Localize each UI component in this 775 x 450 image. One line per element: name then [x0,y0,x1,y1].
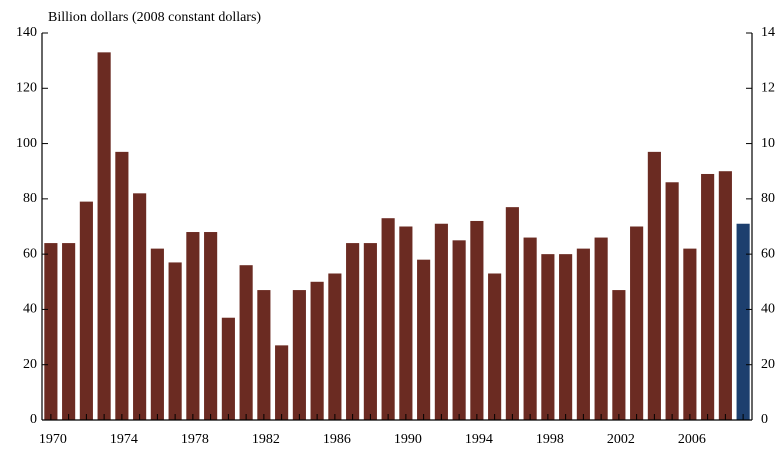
x-tick-label: 1986 [323,432,351,447]
x-tick-label: 2006 [678,432,706,447]
bar [470,220,484,420]
bar [523,237,537,420]
bar [576,248,590,420]
bar [79,201,93,420]
bar [452,240,466,420]
y-tick-label: 120 [16,81,37,96]
bar [346,243,360,420]
bar [594,237,608,420]
y-tick-label-right: 20 [761,357,775,372]
x-tick-label: 1974 [110,432,138,447]
y-tick-label: 80 [23,191,37,206]
bar [115,151,129,420]
bar [417,259,431,420]
bar [505,207,519,420]
bar [559,254,573,420]
bar [186,232,200,420]
x-tick-label: 1998 [536,432,564,447]
bar [399,226,413,420]
bar [292,290,306,420]
bar [701,173,715,420]
bar [434,223,448,420]
bar [541,254,555,420]
bar [44,243,58,420]
y-tick-label-right: 80 [761,191,775,206]
bar [363,243,377,420]
y-tick-label-right: 0 [761,412,768,427]
bar [683,248,697,420]
bar [736,223,750,420]
bar [328,273,342,420]
bar [310,281,324,420]
bar [97,52,111,420]
x-tick-label: 2002 [607,432,635,447]
y-tick-label-right: 140 [761,25,775,40]
bar [488,273,502,420]
bar [239,265,253,420]
bar [665,182,679,420]
y-tick-label: 20 [23,357,37,372]
bar [62,243,76,420]
y-tick-label: 40 [23,302,37,317]
y-tick-label: 100 [16,136,37,151]
bar [168,262,182,420]
y-tick-label: 60 [23,246,37,261]
y-tick-label-right: 120 [761,81,775,96]
y-tick-label-right: 60 [761,246,775,261]
x-tick-label: 1990 [394,432,422,447]
x-tick-label: 1970 [39,432,67,447]
bar [612,290,626,420]
y-tick-label: 0 [30,412,37,427]
x-tick-label: 1978 [181,432,209,447]
bar [381,218,395,420]
bar [647,151,661,420]
bar [630,226,644,420]
y-tick-label-right: 40 [761,302,775,317]
y-axis-label: Billion dollars (2008 constant dollars) [48,10,261,25]
bar [718,171,732,420]
y-tick-label-right: 100 [761,136,775,151]
x-tick-label: 1982 [252,432,280,447]
bar [221,317,235,420]
bar [150,248,164,420]
bar [275,345,289,420]
bar [133,193,147,420]
bar [204,232,218,420]
y-tick-label: 140 [16,25,37,40]
bar [257,290,271,420]
x-tick-label: 1994 [465,432,493,447]
